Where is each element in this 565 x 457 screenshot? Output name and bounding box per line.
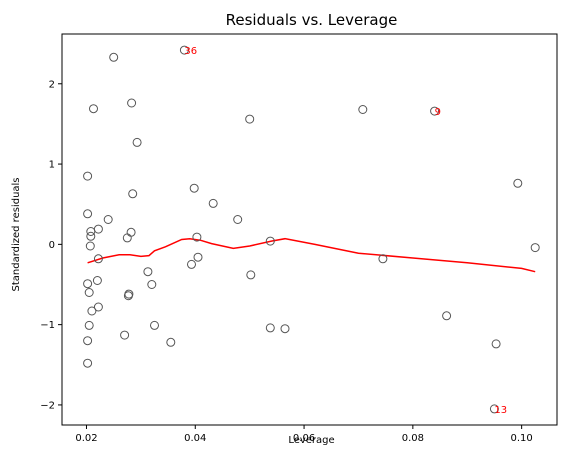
residual-point [92,276,102,285]
residual-point [280,324,290,334]
outlier-label: 13 [494,405,507,416]
residual-point [103,215,113,224]
residual-point [442,311,452,321]
smoother-layer [87,237,536,273]
residual-point [93,224,103,234]
residual-point [179,45,189,55]
residual-point [265,323,275,333]
residual-point [83,358,93,368]
residual-point [378,254,388,264]
residual-point [192,232,202,242]
residual-point [83,336,93,346]
x-tick-label: 0.10 [511,433,533,444]
residual-point [87,306,97,316]
residual-point [193,252,203,262]
outlier-label: 9 [435,107,441,118]
residual-point [120,330,130,340]
y-tick-label: −1 [40,320,55,331]
lowess-smoother-line [87,237,536,273]
residual-point [93,254,103,264]
x-tick-label: 0.08 [402,433,424,444]
residual-point [491,339,501,349]
residual-point [84,288,94,297]
residual-point [86,231,96,241]
residual-point [84,320,94,330]
plot-frame [61,33,558,426]
residual-point [126,227,136,237]
residual-point [489,404,499,414]
residual-point [208,198,218,208]
chart-title: Residuals vs. Leverage [226,11,398,29]
residual-point [93,302,103,312]
residual-point [128,189,138,199]
residual-point [187,259,196,269]
residual-point [132,137,142,147]
y-tick-label: 2 [49,79,55,90]
residual-point [83,171,93,181]
x-axis-title: Leverage [288,435,334,446]
annotation-layer: 36 9 13 [184,46,507,416]
residual-point [245,114,255,124]
residual-point [150,320,159,330]
residual-point [85,241,95,251]
y-tick-label: 0 [49,240,55,251]
residual-point [86,227,96,236]
residual-point [123,291,133,301]
x-tick-label: 0.04 [184,433,206,444]
y-axis-title: Standardized residuals [11,177,22,291]
residual-point [530,243,540,253]
residual-point [233,215,243,224]
residual-point [358,105,368,114]
y-tick-label: −2 [40,400,55,411]
residual-point [83,279,93,289]
residual-point [147,280,157,289]
residual-point [83,209,93,219]
outlier-label: 36 [184,46,197,57]
residual-point [246,270,256,280]
residual-point [122,233,132,243]
residual-point [127,98,137,108]
residual-point [430,106,440,116]
y-tick-label: 1 [49,160,55,171]
x-tick-label: 0.06 [293,433,315,444]
residual-point [513,178,523,188]
residual-point [265,236,275,246]
residual-point [109,52,119,62]
points-layer [83,45,540,414]
residual-point [143,267,153,277]
ticks-layer: 0.02 0.04 0.06 0.08 0.10 −2 −1 0 1 2 [40,79,533,444]
residual-point [89,104,98,114]
x-tick-label: 0.02 [75,433,97,444]
residual-point [166,337,176,347]
residual-point [189,183,199,193]
